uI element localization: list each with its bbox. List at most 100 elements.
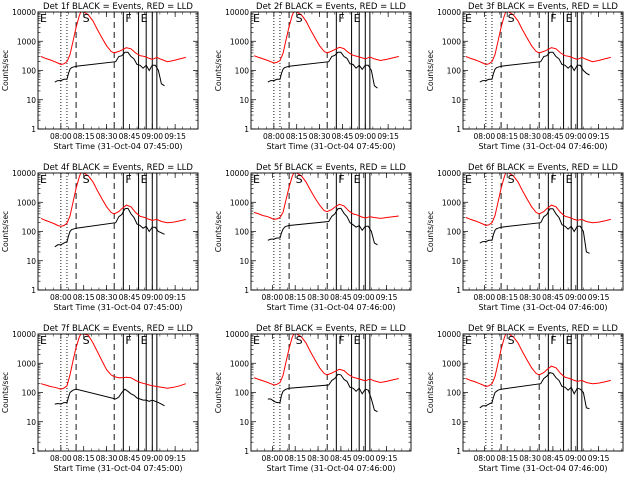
y-axis-label: Counts/sec [426, 372, 435, 413]
series-events-line [54, 388, 165, 407]
region-marker-label: E [566, 173, 573, 186]
detector-panel: Det 7f BLACK = Events, RED = LLD 1 10 100 10… [1, 324, 199, 473]
x-tick-label: 08:30 [307, 293, 329, 302]
panel-title: Det 1f BLACK = Events, RED = LLD [43, 2, 193, 12]
region-marker-label: S [83, 334, 90, 347]
series-lld-line [40, 173, 186, 227]
y-tick-label: 10 [239, 96, 249, 105]
region-marker-label: E [566, 334, 573, 347]
region-marker-label: F [125, 173, 131, 186]
x-tick-label: 09:15 [376, 293, 398, 302]
y-tick-label: 10000 [437, 8, 461, 17]
x-tick-label: 09:00 [353, 293, 375, 302]
x-tick-label: 08:15 [284, 454, 306, 463]
y-tick-label: 100 [22, 389, 37, 398]
x-tick-label: 08:15 [73, 132, 95, 141]
region-marker-label: E [465, 12, 472, 25]
x-tick-label: 09:15 [164, 132, 186, 141]
region-marker-label: S [508, 334, 515, 347]
region-marker-label: E [465, 173, 472, 186]
region-marker-label: E [253, 173, 260, 186]
y-tick-label: 1000 [17, 198, 36, 207]
y-tick-label: 100 [235, 67, 250, 76]
x-tick-label: 08:00 [262, 454, 284, 463]
y-axis-label: Counts/sec [214, 211, 223, 252]
x-tick-label: 08:00 [474, 293, 496, 302]
x-tick-label: 09:00 [141, 454, 163, 463]
x-tick-label: 09:00 [565, 132, 587, 141]
x-tick-label: 08:00 [50, 454, 72, 463]
plot-frame [37, 333, 199, 452]
x-tick-label: 09:00 [565, 454, 587, 463]
x-tick-label: 08:30 [309, 132, 331, 141]
y-tick-label: 1 [244, 447, 249, 456]
detector-panel: Det 2f BLACK = Events, RED = LLD 1 10 100 10… [214, 2, 412, 151]
plot-frame [37, 172, 199, 291]
x-tick-label: 08:15 [286, 132, 308, 141]
series-lld-line [465, 334, 611, 388]
y-tick-label: 10000 [437, 330, 461, 339]
detector-panel: Det 3f BLACK = Events, RED = LLD 1 10 100 10… [426, 2, 624, 151]
plot-frame [250, 172, 412, 291]
region-marker-label: S [296, 12, 303, 25]
region-marker-label: S [508, 12, 515, 25]
region-marker-label: F [550, 173, 556, 186]
x-tick-label: 09:15 [588, 132, 610, 141]
panel-title: Det 9f BLACK = Events, RED = LLD [468, 324, 618, 334]
series-events-line [267, 207, 378, 246]
x-tick-label: 08:00 [50, 293, 72, 302]
x-tick-label: 09:15 [164, 454, 186, 463]
y-tick-label: 1000 [442, 359, 461, 368]
y-tick-label: 1000 [442, 37, 461, 46]
x-tick-label: 08:15 [73, 293, 95, 302]
x-tick-label: 08:45 [332, 132, 354, 141]
x-axis-label: Start Time (31-Oct-04 07:45:00) [266, 142, 395, 151]
x-tick-label: 08:45 [542, 454, 564, 463]
plot-frame [37, 11, 199, 130]
series-lld-line [465, 173, 611, 227]
plot-frame [250, 11, 412, 130]
region-marker-label: S [508, 173, 515, 186]
series-events-line [479, 372, 590, 410]
panel-title: Det 3f BLACK = Events, RED = LLD [468, 2, 618, 12]
y-axis-label: Counts/sec [1, 372, 10, 413]
y-tick-label: 1 [31, 286, 36, 295]
x-tick-label: 08:30 [96, 132, 118, 141]
x-tick-label: 08:45 [542, 293, 564, 302]
region-marker-label: F [125, 334, 131, 347]
series-lld-line [465, 12, 611, 66]
x-tick-label: 08:15 [496, 293, 518, 302]
y-axis-label: Counts/sec [426, 211, 435, 252]
detector-panel: Det 8f BLACK = Events, RED = LLD 1 10 100 10… [214, 324, 412, 473]
series-lld-line [40, 12, 186, 66]
x-tick-label: 08:00 [262, 293, 284, 302]
y-tick-label: 1000 [230, 359, 249, 368]
series-events-line [267, 373, 378, 413]
y-tick-label: 1 [31, 447, 36, 456]
series-lld-line [40, 334, 186, 390]
y-tick-label: 10000 [225, 169, 249, 178]
region-marker-label: S [83, 173, 90, 186]
region-marker-label: E [465, 334, 472, 347]
y-tick-label: 10 [26, 418, 36, 427]
region-marker-label: F [338, 12, 344, 25]
x-tick-label: 08:00 [474, 454, 496, 463]
y-tick-label: 1000 [17, 359, 36, 368]
region-marker-label: F [338, 173, 344, 186]
series-events-line [54, 207, 165, 248]
x-axis-label: Start Time (31-Oct-04 07:45:00) [53, 464, 182, 473]
x-tick-label: 09:00 [565, 293, 587, 302]
y-tick-label: 1 [456, 125, 461, 134]
y-axis-label: Counts/sec [426, 50, 435, 91]
plot-frame [462, 11, 624, 130]
detector-panel: Det 9f BLACK = Events, RED = LLD 1 10 100 10… [426, 324, 624, 473]
x-tick-label: 08:00 [474, 132, 496, 141]
region-marker-label: E [354, 173, 361, 186]
region-marker-label: E [141, 173, 148, 186]
region-marker-label: E [253, 334, 260, 347]
y-tick-label: 100 [22, 67, 37, 76]
y-tick-label: 100 [235, 389, 250, 398]
region-marker-label: S [296, 334, 303, 347]
y-tick-label: 100 [447, 389, 462, 398]
